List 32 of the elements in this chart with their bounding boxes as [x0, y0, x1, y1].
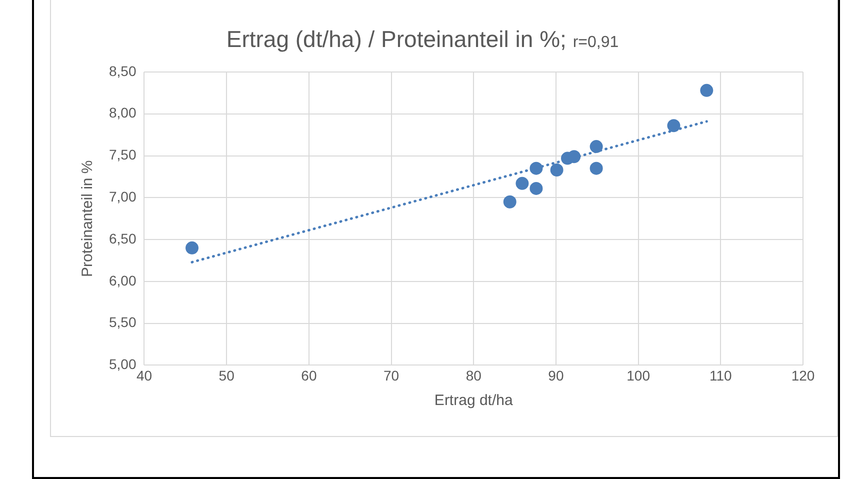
x-axis-title: Ertrag dt/ha: [434, 392, 514, 410]
y-tick-label: 6,50: [109, 230, 136, 246]
point: [590, 140, 603, 154]
x-tick-label: 80: [466, 367, 482, 384]
point: [503, 195, 516, 208]
point: [667, 119, 680, 132]
point: [530, 162, 543, 175]
y-tick-label: 8,50: [109, 62, 136, 79]
y-axis-title: Proteinanteil in %: [79, 160, 96, 277]
point: [590, 162, 603, 175]
x-tick-label: 50: [218, 367, 235, 384]
point: [550, 164, 564, 177]
x-tick-label: 90: [548, 367, 564, 384]
y-tick-label: 7,50: [109, 146, 136, 163]
x-tick-label: 120: [791, 367, 815, 384]
y-tick-label: 5,00: [109, 356, 136, 372]
point: [516, 176, 529, 190]
chart-title: Ertrag (dt/ha) / Proteinanteil in %;: [226, 26, 566, 52]
text: r=0,91: [572, 34, 619, 51]
x-tick-label: 100: [626, 367, 650, 384]
y-tick-label: 5,50: [109, 314, 136, 330]
point: [700, 84, 714, 97]
x-tick-label: 110: [709, 367, 732, 384]
x-tick-label: 70: [383, 367, 400, 384]
y-tick-label: 6,00: [109, 272, 136, 288]
x-tick-label: 40: [136, 367, 152, 384]
y-tick-label: 8,00: [109, 104, 136, 121]
point: [568, 150, 581, 164]
x-tick-label: 60: [301, 367, 317, 384]
point: [186, 241, 199, 254]
y-tick-label: 7,00: [109, 188, 136, 205]
point: [530, 182, 543, 195]
